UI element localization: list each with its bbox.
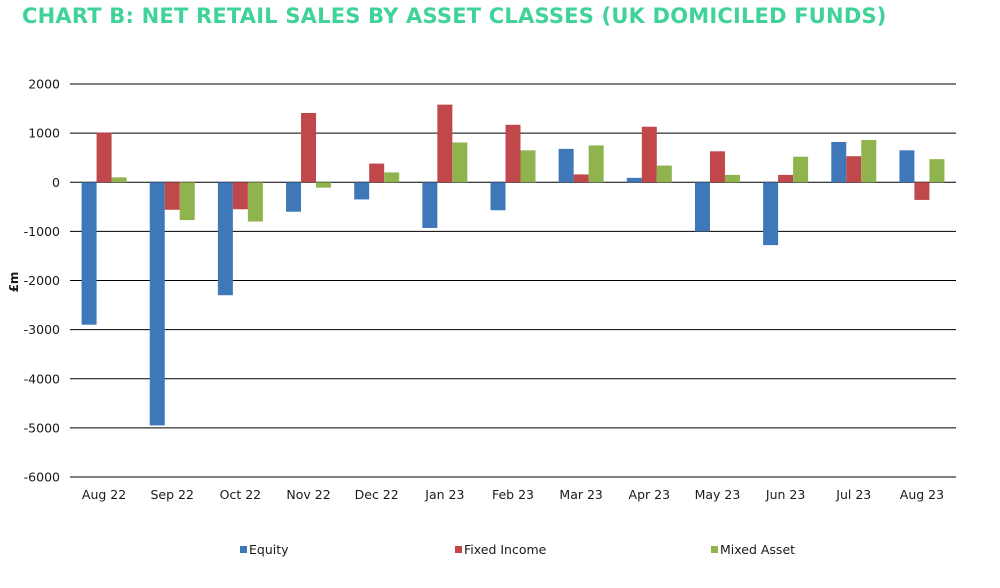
legend-label-mixed-asset: Mixed Asset	[720, 542, 795, 557]
bar-equity	[149, 182, 165, 426]
bar-mixed-asset	[724, 174, 740, 183]
bar-mixed-asset	[452, 142, 468, 183]
y-tick-label: -4000	[24, 371, 60, 386]
bar-fixed-income	[232, 182, 248, 210]
bar-mixed-asset	[656, 165, 672, 183]
bar-equity	[831, 141, 847, 183]
bar-mixed-asset	[929, 159, 945, 183]
x-tick-label: Nov 22	[286, 487, 330, 502]
bar-equity	[490, 182, 506, 211]
x-tick-label: Jul 23	[835, 487, 871, 502]
y-axis-label: £m	[7, 272, 21, 293]
x-tick-label: Apr 23	[629, 487, 671, 502]
legend-label-fixed-income: Fixed Income	[464, 542, 547, 557]
bar-fixed-income	[301, 112, 317, 183]
x-tick-label: Dec 22	[355, 487, 399, 502]
bar-fixed-income	[437, 104, 453, 183]
x-tick-label: May 23	[695, 487, 741, 502]
y-tick-label: -2000	[24, 273, 60, 288]
y-tick-label: 2000	[28, 77, 60, 92]
bar-equity	[626, 177, 642, 183]
bar-equity	[354, 182, 370, 200]
bar-equity	[217, 182, 233, 296]
bar-equity	[286, 182, 302, 212]
legend: Equity Fixed Income Mixed Asset	[240, 542, 795, 557]
x-tick-label: Jun 23	[765, 487, 805, 502]
bar-fixed-income	[96, 132, 112, 183]
bar-mixed-asset	[588, 145, 604, 183]
y-tick-label: -3000	[24, 322, 60, 337]
bar-mixed-asset	[520, 150, 536, 183]
bar-equity	[694, 182, 710, 232]
bar-fixed-income	[846, 156, 862, 183]
y-tick-label: -5000	[24, 420, 60, 435]
y-tick-label: 1000	[28, 126, 60, 141]
legend-label-equity: Equity	[249, 542, 289, 557]
bar-mixed-asset	[111, 177, 127, 183]
bar-fixed-income	[641, 126, 657, 183]
x-tick-label: Sep 22	[151, 487, 194, 502]
bar-fixed-income	[778, 174, 794, 183]
y-axis-tick-labels: 2000 1000 0 -1000 -2000 -3000 -4000 -5000 -6000	[24, 77, 60, 485]
bar-mixed-asset	[384, 172, 400, 183]
x-tick-label: Aug 22	[82, 487, 126, 502]
bar-mixed-asset	[793, 156, 809, 183]
y-tick-label: -6000	[24, 470, 60, 485]
x-tick-label: Mar 23	[559, 487, 602, 502]
y-tick-label: -1000	[24, 224, 60, 239]
bars	[81, 104, 945, 426]
x-axis-tick-labels: Aug 22 Sep 22 Oct 22 Nov 22 Dec 22 Jan 23 Feb …	[82, 487, 944, 502]
bar-equity	[422, 182, 438, 228]
legend-swatch-equity	[240, 546, 247, 553]
bar-fixed-income	[164, 182, 180, 210]
x-tick-label: Aug 23	[900, 487, 944, 502]
bar-fixed-income	[914, 182, 930, 200]
bar-mixed-asset	[316, 182, 332, 188]
y-tick-label: 0	[52, 175, 60, 190]
bar-equity	[558, 148, 574, 183]
x-tick-label: Jan 23	[424, 487, 464, 502]
bar-equity	[81, 182, 97, 325]
bar-equity	[763, 182, 779, 246]
bar-fixed-income	[505, 124, 521, 183]
bar-mixed-asset	[179, 182, 195, 221]
bar-mixed-asset	[247, 182, 263, 222]
bar-mixed-asset	[861, 140, 877, 183]
x-tick-label: Feb 23	[492, 487, 534, 502]
bar-fixed-income	[369, 163, 385, 183]
x-tick-label: Oct 22	[220, 487, 262, 502]
bar-equity	[899, 150, 915, 183]
legend-swatch-fixed-income	[455, 546, 462, 553]
legend-swatch-mixed-asset	[711, 546, 718, 553]
chart-title: CHART B: NET RETAIL SALES BY ASSET CLASS…	[22, 4, 887, 28]
bar-fixed-income	[709, 151, 725, 183]
bar-fixed-income	[573, 174, 589, 183]
